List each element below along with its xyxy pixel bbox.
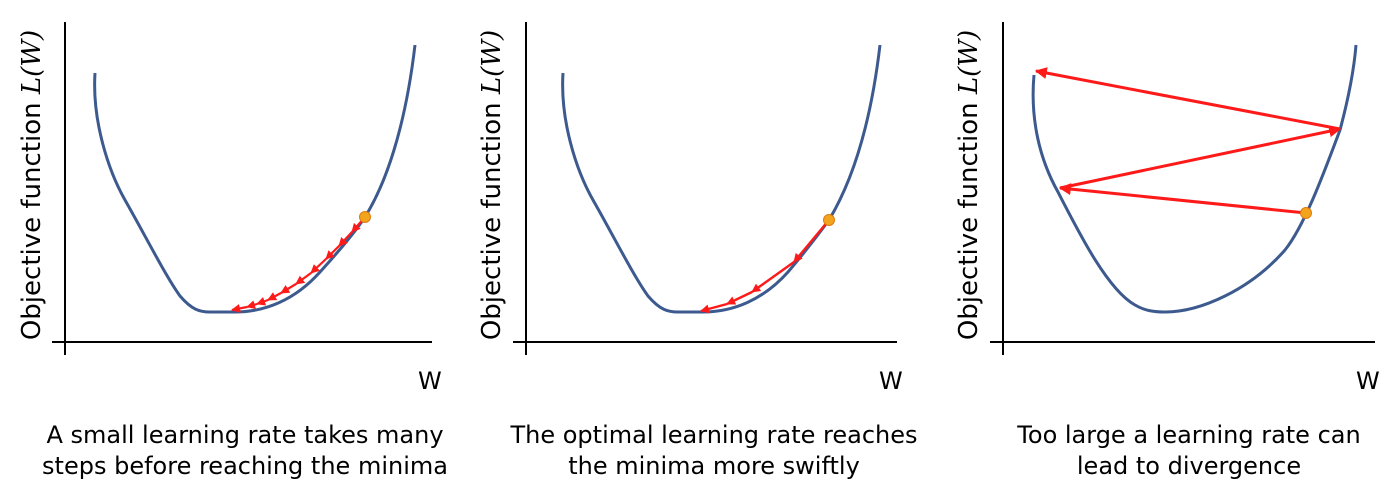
step-arrow: [246, 300, 258, 309]
step-arrow: [325, 245, 340, 260]
step-arrow: [700, 302, 728, 314]
caption-line: the minima more swiftly: [568, 452, 860, 480]
start-point: [823, 214, 835, 226]
step-arrow: [256, 297, 269, 306]
x-axis-label: W: [1356, 367, 1380, 395]
gradient-steps: [231, 216, 366, 313]
panel-large-lr: Objective function L(W) W: [954, 22, 1380, 395]
step-arrow: [310, 258, 327, 274]
y-axis-label: Objective function L(W): [477, 30, 507, 340]
step-arrow: [267, 292, 282, 301]
panel-optimal-lr: Objective function L(W) W: [477, 22, 903, 395]
step-arrow: [751, 261, 795, 293]
step-arrow: [1034, 67, 1341, 131]
step-arrow: [1059, 125, 1342, 190]
step-arrow: [280, 283, 297, 294]
gradient-steps: [1034, 67, 1342, 215]
caption-small-lr: A small learning rate takes many steps b…: [25, 420, 465, 482]
loss-curve: [1031, 44, 1358, 314]
caption-line: Too large a learning rate can: [1017, 421, 1361, 449]
loss-curve: [561, 44, 882, 314]
caption-large-lr: Too large a learning rate can lead to di…: [969, 420, 1400, 482]
caption-line: A small learning rate takes many: [46, 421, 444, 449]
panel-small-lr: Objective function L(W) W: [17, 22, 442, 395]
y-axis-label: Objective function L(W): [17, 30, 47, 340]
x-axis-label: W: [418, 367, 442, 395]
step-arrow: [295, 272, 312, 285]
gradient-steps: [700, 219, 830, 314]
caption-line: The optimal learning rate reaches: [510, 421, 918, 449]
x-axis-label: W: [879, 367, 903, 395]
step-arrow: [793, 219, 830, 263]
start-point: [359, 211, 371, 223]
step-arrow: [338, 231, 353, 247]
caption-line: lead to divergence: [1076, 452, 1302, 480]
caption-line: steps before reaching the minima: [42, 452, 448, 480]
step-arrow: [1058, 183, 1307, 215]
step-arrow: [726, 290, 753, 306]
y-axis-label: Objective function L(W): [954, 30, 984, 340]
start-point: [1300, 207, 1312, 219]
step-arrow: [231, 303, 248, 313]
caption-optimal-lr: The optimal learning rate reaches the mi…: [494, 420, 934, 482]
loss-curve: [93, 44, 417, 314]
